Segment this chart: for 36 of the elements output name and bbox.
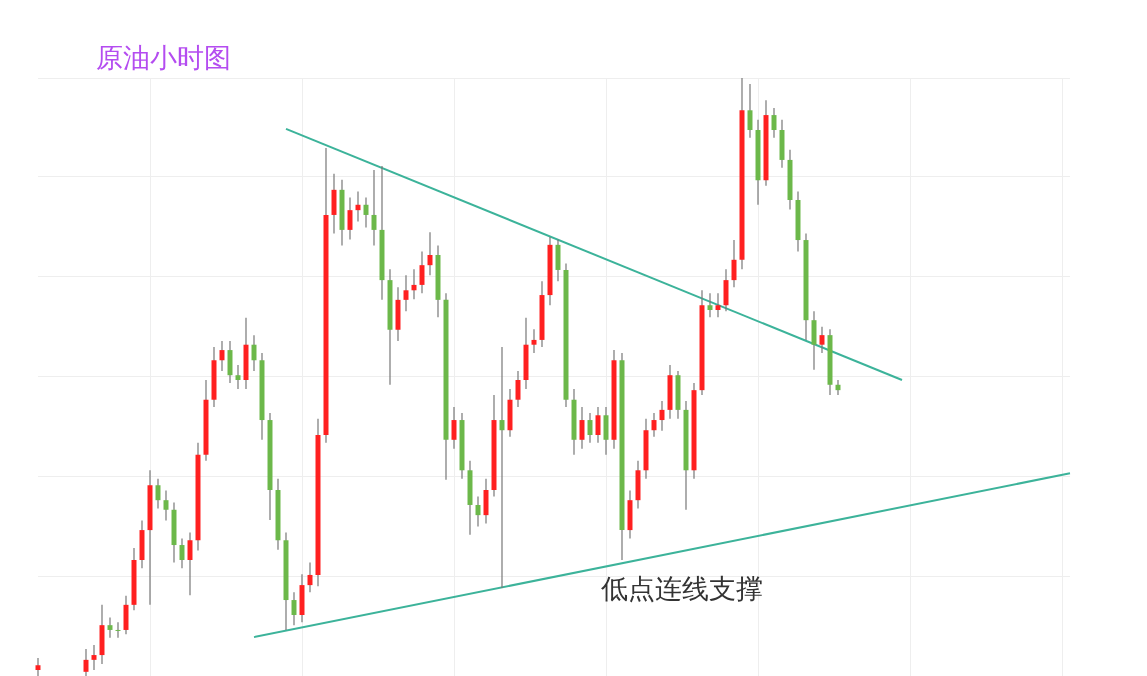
candlestick: [307, 562, 313, 593]
candlestick: [811, 311, 817, 370]
candlestick: [731, 240, 737, 288]
candlestick: [747, 83, 753, 138]
candlestick: [187, 532, 193, 596]
candlestick: [835, 379, 841, 395]
candlestick: [387, 269, 393, 385]
candlestick: [499, 347, 505, 589]
candlestick: [147, 470, 153, 605]
candlestick: [411, 269, 417, 300]
chart-title: 原油小时图: [96, 41, 231, 75]
annotation: 低点连线支撑: [601, 573, 763, 605]
candlestick: [403, 275, 409, 312]
candlestick: [83, 649, 89, 676]
candlestick: [251, 335, 257, 372]
candlestick: [371, 170, 377, 246]
candlestick: [35, 658, 41, 676]
candlestick: [235, 365, 241, 389]
candlestick: [531, 329, 537, 354]
candlestick: [819, 326, 825, 354]
candlestick: [219, 341, 225, 372]
candlestick: [427, 232, 433, 276]
candlestick: [659, 400, 665, 431]
candlestick: [115, 622, 121, 638]
candlestick: [91, 644, 97, 671]
candlestick: [707, 293, 713, 318]
candlestick: [163, 490, 169, 521]
candlestick: [475, 496, 481, 527]
candlestick: [379, 165, 385, 300]
candlestick: [291, 592, 297, 626]
candlestick: [107, 617, 113, 638]
candlestick: [651, 412, 657, 437]
candlestick: [355, 191, 361, 222]
candlestick: [715, 293, 721, 318]
candlestick: [331, 173, 337, 234]
candlestick: [363, 197, 369, 228]
